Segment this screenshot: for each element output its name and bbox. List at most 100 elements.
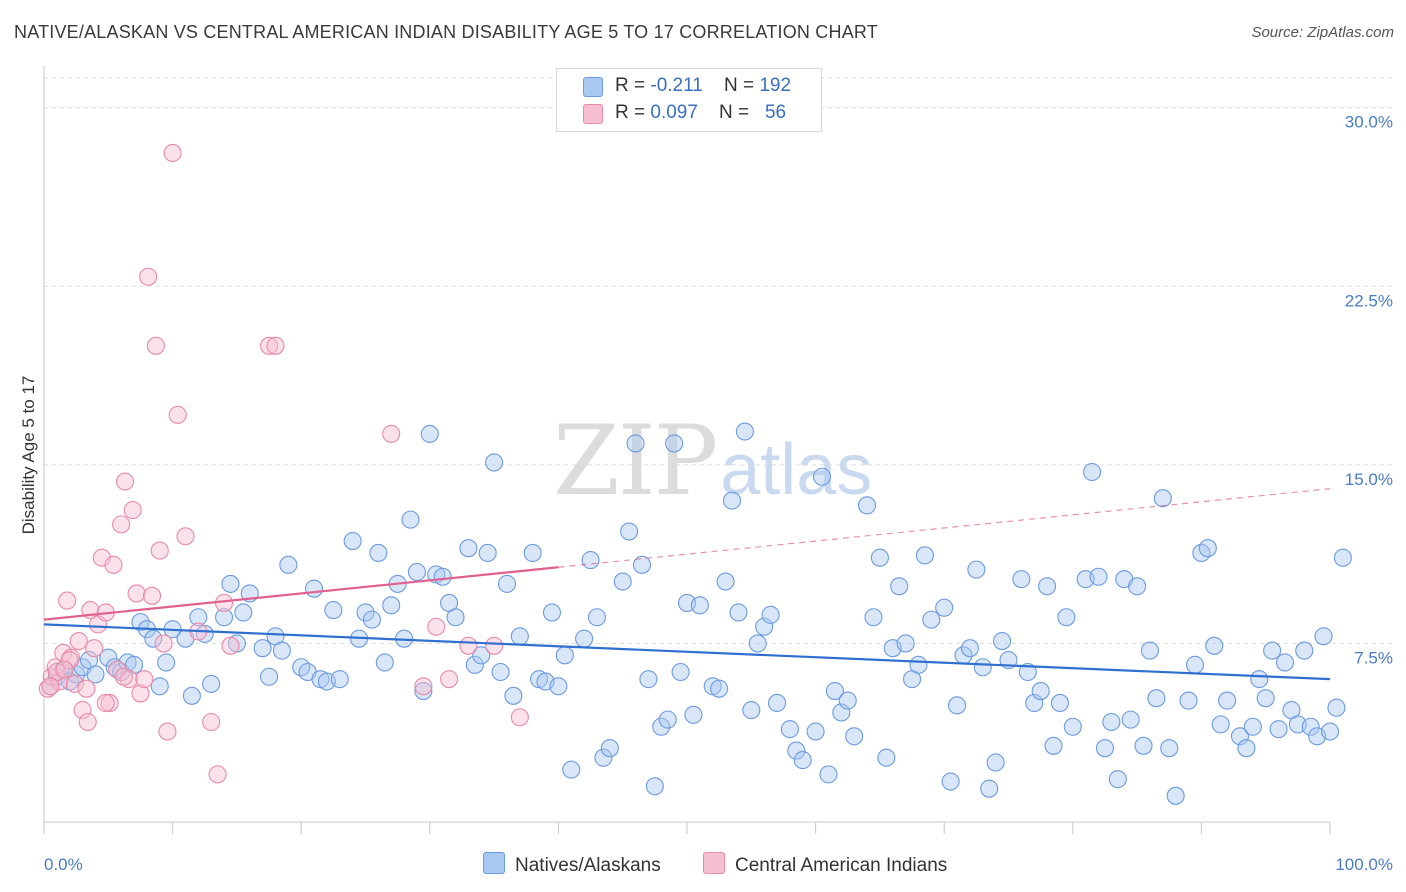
- data-point: [420, 424, 439, 443]
- data-point: [684, 705, 703, 724]
- legend-n-value: 192: [759, 75, 792, 96]
- data-point: [1153, 489, 1172, 508]
- data-point: [722, 491, 742, 510]
- data-point: [150, 677, 169, 696]
- data-point: [485, 453, 504, 472]
- data-point: [825, 681, 844, 701]
- bottom-legend-label-central-american: Central American Indians: [735, 855, 948, 876]
- data-point: [146, 336, 165, 355]
- data-point: [78, 712, 97, 732]
- trend-line: [43, 623, 1331, 681]
- data-point: [581, 551, 600, 570]
- data-point: [1256, 689, 1275, 708]
- data-point: [73, 701, 92, 720]
- bottom-legend-central-american: Central American Indians: [703, 852, 947, 877]
- legend-n-value: 56: [764, 102, 787, 123]
- data-point: [973, 658, 992, 677]
- data-point: [77, 679, 96, 698]
- data-point: [41, 677, 60, 696]
- data-point: [472, 646, 491, 665]
- series-natives-alaskans: [41, 422, 1352, 805]
- watermark: ZIPatlas: [553, 405, 872, 517]
- data-point: [710, 679, 729, 698]
- data-point: [909, 655, 928, 674]
- data-point: [221, 574, 240, 593]
- data-point: [877, 748, 896, 767]
- watermark-atlas: atlas: [720, 430, 873, 510]
- data-point: [838, 691, 857, 710]
- data-point: [414, 677, 433, 696]
- data-point: [793, 751, 812, 770]
- series-central-american-indians: [38, 143, 529, 784]
- data-point: [1147, 689, 1166, 708]
- data-point: [652, 717, 671, 736]
- data-point: [780, 720, 799, 739]
- data-point: [1050, 693, 1069, 713]
- data-point: [135, 670, 154, 689]
- data-point: [124, 655, 144, 674]
- data-point: [279, 555, 298, 574]
- legend-n-label: N =: [723, 75, 760, 96]
- chart-title: NATIVE/ALASKAN VS CENTRAL AMERICAN INDIA…: [14, 22, 878, 42]
- data-point: [812, 467, 832, 486]
- data-point: [1198, 539, 1217, 558]
- data-point: [144, 629, 163, 648]
- data-point: [85, 639, 104, 658]
- data-point: [729, 603, 748, 622]
- data-point: [158, 722, 177, 741]
- data-point: [671, 662, 690, 682]
- grid-lines: [44, 77, 1392, 644]
- trend-line-extension: [558, 488, 1331, 568]
- data-point: [620, 522, 639, 541]
- data-point: [845, 727, 864, 746]
- data-point: [459, 539, 478, 558]
- data-point: [870, 548, 889, 567]
- data-point: [1263, 641, 1282, 660]
- data-point: [890, 577, 909, 596]
- data-point: [150, 541, 169, 560]
- data-point: [401, 510, 420, 529]
- data-point: [127, 584, 146, 603]
- data-point: [60, 651, 79, 670]
- data-point: [1250, 670, 1269, 689]
- y-tick-label: 22.5%: [1345, 291, 1393, 310]
- data-point: [562, 760, 581, 779]
- data-point: [735, 422, 754, 441]
- data-point: [613, 572, 632, 591]
- data-point: [266, 336, 285, 355]
- data-point: [1218, 691, 1237, 710]
- data-point: [168, 405, 187, 424]
- data-point: [857, 496, 877, 515]
- data-point: [665, 434, 684, 453]
- data-point: [1012, 570, 1031, 589]
- data-point: [575, 629, 594, 648]
- data-point: [382, 424, 401, 443]
- legend-n-label: N =: [719, 102, 755, 123]
- data-point: [433, 567, 452, 586]
- data-point: [632, 555, 652, 574]
- data-point: [1031, 681, 1050, 701]
- data-point: [960, 639, 979, 658]
- data-point: [555, 646, 574, 665]
- trend-line: [43, 566, 559, 621]
- x-tick-label: 100.0%: [1335, 855, 1393, 874]
- data-point: [549, 677, 568, 696]
- data-point: [407, 562, 426, 582]
- data-point: [1083, 462, 1102, 482]
- data-point: [1314, 627, 1333, 646]
- data-point: [157, 653, 176, 672]
- data-point: [1025, 693, 1044, 713]
- x-tick-label: 0.0%: [44, 855, 83, 874]
- data-point: [92, 548, 111, 567]
- data-point: [1108, 770, 1127, 789]
- data-point: [1211, 715, 1230, 734]
- data-point: [787, 741, 806, 760]
- data-point: [465, 655, 484, 674]
- data-point: [935, 598, 954, 617]
- trend-lines: [43, 488, 1331, 681]
- data-point: [594, 748, 613, 767]
- data-point: [163, 143, 182, 163]
- data-point: [1121, 710, 1140, 729]
- data-point: [1327, 698, 1346, 717]
